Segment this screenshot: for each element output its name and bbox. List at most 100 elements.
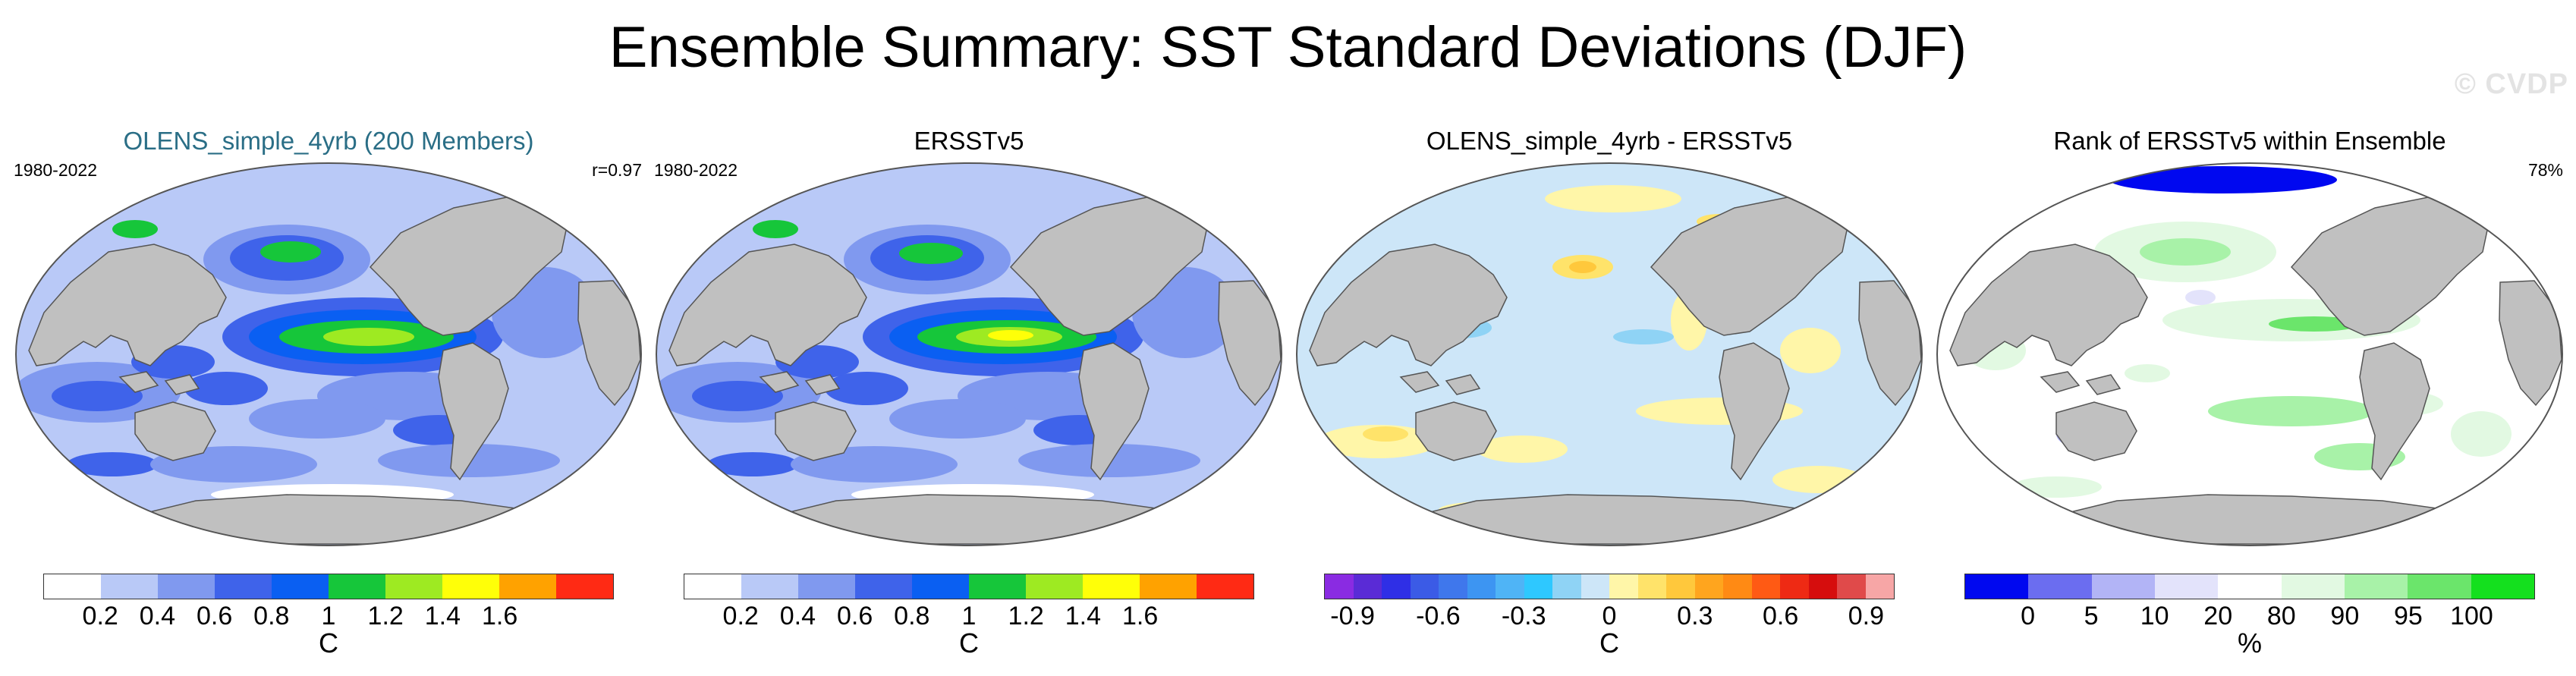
land-mass	[1858, 280, 1922, 407]
land-mass	[1218, 280, 1282, 407]
colorbar-swatch	[1965, 574, 2029, 599]
colorbar-swatch	[912, 574, 969, 599]
colorbar-swatch	[1666, 574, 1695, 599]
land-mass	[1719, 342, 1790, 481]
land-mass	[1445, 374, 1481, 395]
colorbar-swatch	[101, 574, 158, 599]
colorbar-unit: C	[1599, 627, 1619, 659]
field-contour	[1545, 185, 1681, 212]
colorbar-tick-label: 1.4	[1065, 602, 1102, 630]
colorbar-tick-label: 0	[2021, 602, 2036, 630]
panel-title: OLENS_simple_4yrb - ERSSTv5	[1426, 127, 1793, 155]
land-mass	[1009, 197, 1209, 336]
colorbar-tick-label: -0.6	[1416, 602, 1461, 630]
colorbar-swatch	[442, 574, 499, 599]
colorbar-tick-label: 0.6	[196, 602, 233, 630]
colorbar-tick-label: -0.9	[1330, 602, 1375, 630]
field-contour	[112, 220, 158, 238]
colorbar-swatch	[499, 574, 556, 599]
colorbar-swatch	[684, 574, 741, 599]
land-mass	[668, 244, 867, 366]
land-mass	[118, 371, 159, 393]
world-map	[656, 162, 1282, 546]
colorbar-swatch	[2471, 574, 2534, 599]
field-contour	[2125, 364, 2170, 382]
colorbar-tick-label: 0.6	[1762, 602, 1799, 630]
colorbar-tick-label: 0.8	[253, 602, 290, 630]
colorbar	[1324, 574, 1895, 599]
stat-label: r=0.97	[592, 160, 642, 180]
colorbar-tick-label: 10	[2140, 602, 2169, 630]
colorbar-swatch	[1439, 574, 1467, 599]
colorbar-swatch	[385, 574, 442, 599]
colorbar-tick-label: -0.3	[1501, 602, 1546, 630]
world-map	[15, 162, 642, 546]
field-contour	[184, 372, 268, 405]
colorbar-swatch	[1751, 574, 1780, 599]
panel-title: OLENS_simple_4yrb (200 Members)	[123, 127, 534, 155]
land-mass	[1650, 197, 1849, 336]
colorbar-swatch	[44, 574, 101, 599]
colorbar-swatch	[556, 574, 613, 599]
colorbar-swatch	[1694, 574, 1723, 599]
colorbar-swatch	[215, 574, 272, 599]
colorbar-tick-label: 0.4	[139, 602, 176, 630]
world-map	[1296, 162, 1923, 546]
land-mass	[759, 371, 800, 393]
colorbar-unit: C	[319, 627, 338, 659]
field-contour	[1780, 328, 1841, 373]
colorbar	[43, 574, 614, 599]
colorbar-swatch	[158, 574, 215, 599]
colorbar-swatch	[1637, 574, 1666, 599]
colorbar-swatch	[1026, 574, 1083, 599]
land-mass	[775, 401, 857, 461]
colorbar-tick-label: 1.2	[367, 602, 404, 630]
colorbar-tick-label: 5	[2084, 602, 2099, 630]
field-contour	[260, 241, 321, 263]
land-mass	[369, 197, 568, 336]
colorbar-swatch	[2281, 574, 2345, 599]
land-mass	[1399, 371, 1440, 393]
colorbar-tick-label: 0.6	[836, 602, 873, 630]
colorbar-swatch	[2218, 574, 2282, 599]
colorbar-swatch	[1140, 574, 1197, 599]
land-mass	[2359, 342, 2430, 481]
field-contour	[1613, 329, 1674, 344]
colorbar-tick-label: 0.3	[1677, 602, 1713, 630]
colorbar-tick-label: 0.4	[779, 602, 816, 630]
colorbar-tick-label: 0.2	[722, 602, 759, 630]
land-mass	[2040, 371, 2081, 393]
colorbar-swatch	[1552, 574, 1581, 599]
watermark-logo: © CVDP	[2454, 68, 2568, 100]
land-mass	[1078, 342, 1150, 481]
colorbar-swatch	[2408, 574, 2471, 599]
field-contour	[1363, 426, 1408, 442]
colorbar-swatch	[1496, 574, 1524, 599]
field-contour	[707, 452, 798, 476]
colorbar-tick-label: 90	[2330, 602, 2360, 630]
colorbar-swatch	[1837, 574, 1866, 599]
land-mass	[2085, 374, 2122, 395]
land-mass	[134, 401, 216, 461]
land-mass	[1949, 244, 2148, 366]
land-mass	[2499, 280, 2562, 407]
colorbar-swatch	[329, 574, 385, 599]
colorbar-swatch	[272, 574, 329, 599]
field-contour	[2269, 316, 2360, 332]
land-mass	[2055, 401, 2137, 461]
colorbar-swatch	[1581, 574, 1609, 599]
colorbar-tick-label: 0.2	[82, 602, 118, 630]
colorbar-swatch	[1865, 574, 1894, 599]
colorbar-tick-label: 1.6	[1121, 602, 1159, 630]
colorbar-swatch	[1197, 574, 1253, 599]
colorbar-tick-label: 80	[2266, 602, 2296, 630]
panel-title: Rank of ERSSTv5 within Ensemble	[2053, 127, 2446, 155]
field-contour	[1569, 261, 1596, 273]
land-mass	[577, 280, 641, 407]
field-contour	[889, 399, 1026, 439]
stat-label: 78%	[2527, 160, 2563, 180]
colorbar-unit: C	[959, 627, 979, 659]
field-contour	[899, 243, 963, 264]
colorbar-tick-label: 0.9	[1848, 602, 1885, 630]
colorbar-swatch	[2344, 574, 2408, 599]
